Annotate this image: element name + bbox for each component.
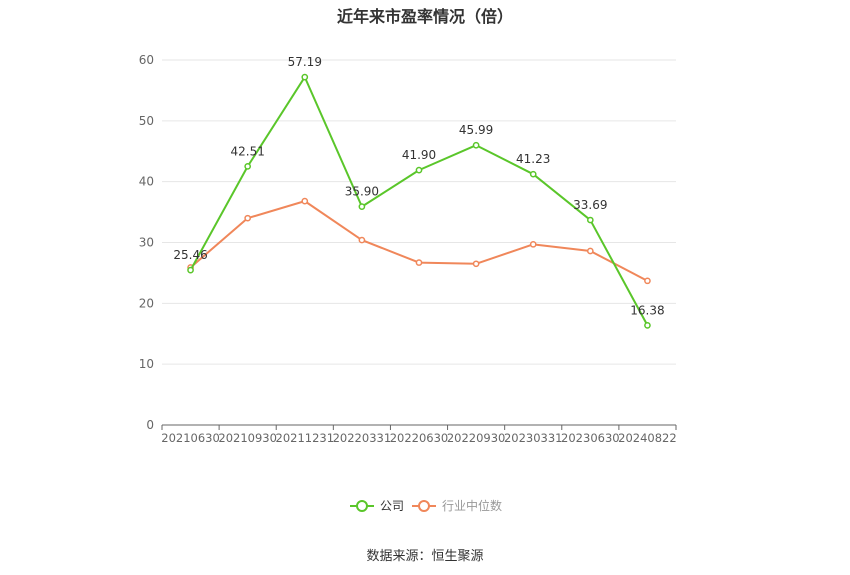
data-point [529, 170, 537, 178]
y-tick-label: 10 [139, 357, 154, 371]
x-tick-label: 20240822 [618, 431, 677, 445]
data-point [644, 322, 651, 329]
y-tick-label: 40 [139, 175, 154, 189]
legend-label: 行业中位数 [442, 498, 502, 513]
data-point [415, 259, 423, 266]
data-point [358, 236, 366, 244]
x-tick-label: 20210930 [218, 431, 277, 445]
y-tick-label: 60 [139, 53, 154, 67]
data-point [415, 166, 423, 174]
data-point [472, 141, 480, 149]
data-label: 41.90 [402, 148, 436, 162]
data-label: 25.46 [173, 248, 207, 262]
series-line [189, 200, 648, 282]
data-label: 57.19 [288, 55, 322, 69]
data-point [301, 197, 309, 205]
legend-swatch-marker [418, 500, 430, 512]
x-tick-label: 20211231 [276, 431, 335, 445]
data-point [644, 277, 651, 285]
data-point [187, 266, 194, 274]
y-tick-label: 50 [139, 114, 154, 128]
data-point [244, 214, 252, 222]
chart-title: 近年来市盈率情况（倍） [336, 7, 513, 26]
data-label: 33.69 [573, 198, 607, 212]
data-label: 42.51 [230, 144, 264, 158]
x-tick-label: 20210630 [161, 431, 220, 445]
x-tick-label: 20230331 [504, 431, 563, 445]
data-point [586, 216, 594, 224]
data-point [358, 203, 366, 210]
data-source: 数据来源：恒生聚源 [366, 549, 484, 564]
y-tick-label: 30 [139, 236, 154, 250]
data-label: 41.23 [516, 152, 550, 166]
x-tick-label: 20220331 [333, 431, 392, 445]
data-point [529, 240, 537, 248]
data-point [472, 260, 480, 268]
x-tick-label: 20220930 [447, 431, 506, 445]
data-label: 35.90 [345, 185, 379, 199]
y-tick-label: 0 [146, 418, 154, 432]
legend-label: 公司 [380, 499, 404, 513]
x-tick-label: 20220630 [390, 431, 449, 445]
y-tick-label: 20 [139, 296, 154, 310]
data-point [586, 247, 594, 255]
data-point [301, 73, 309, 81]
data-label: 16.38 [630, 303, 664, 317]
data-label: 45.99 [459, 123, 493, 137]
legend-swatch-marker [356, 500, 368, 512]
data-point [244, 163, 252, 170]
x-tick-label: 20230630 [561, 431, 620, 445]
